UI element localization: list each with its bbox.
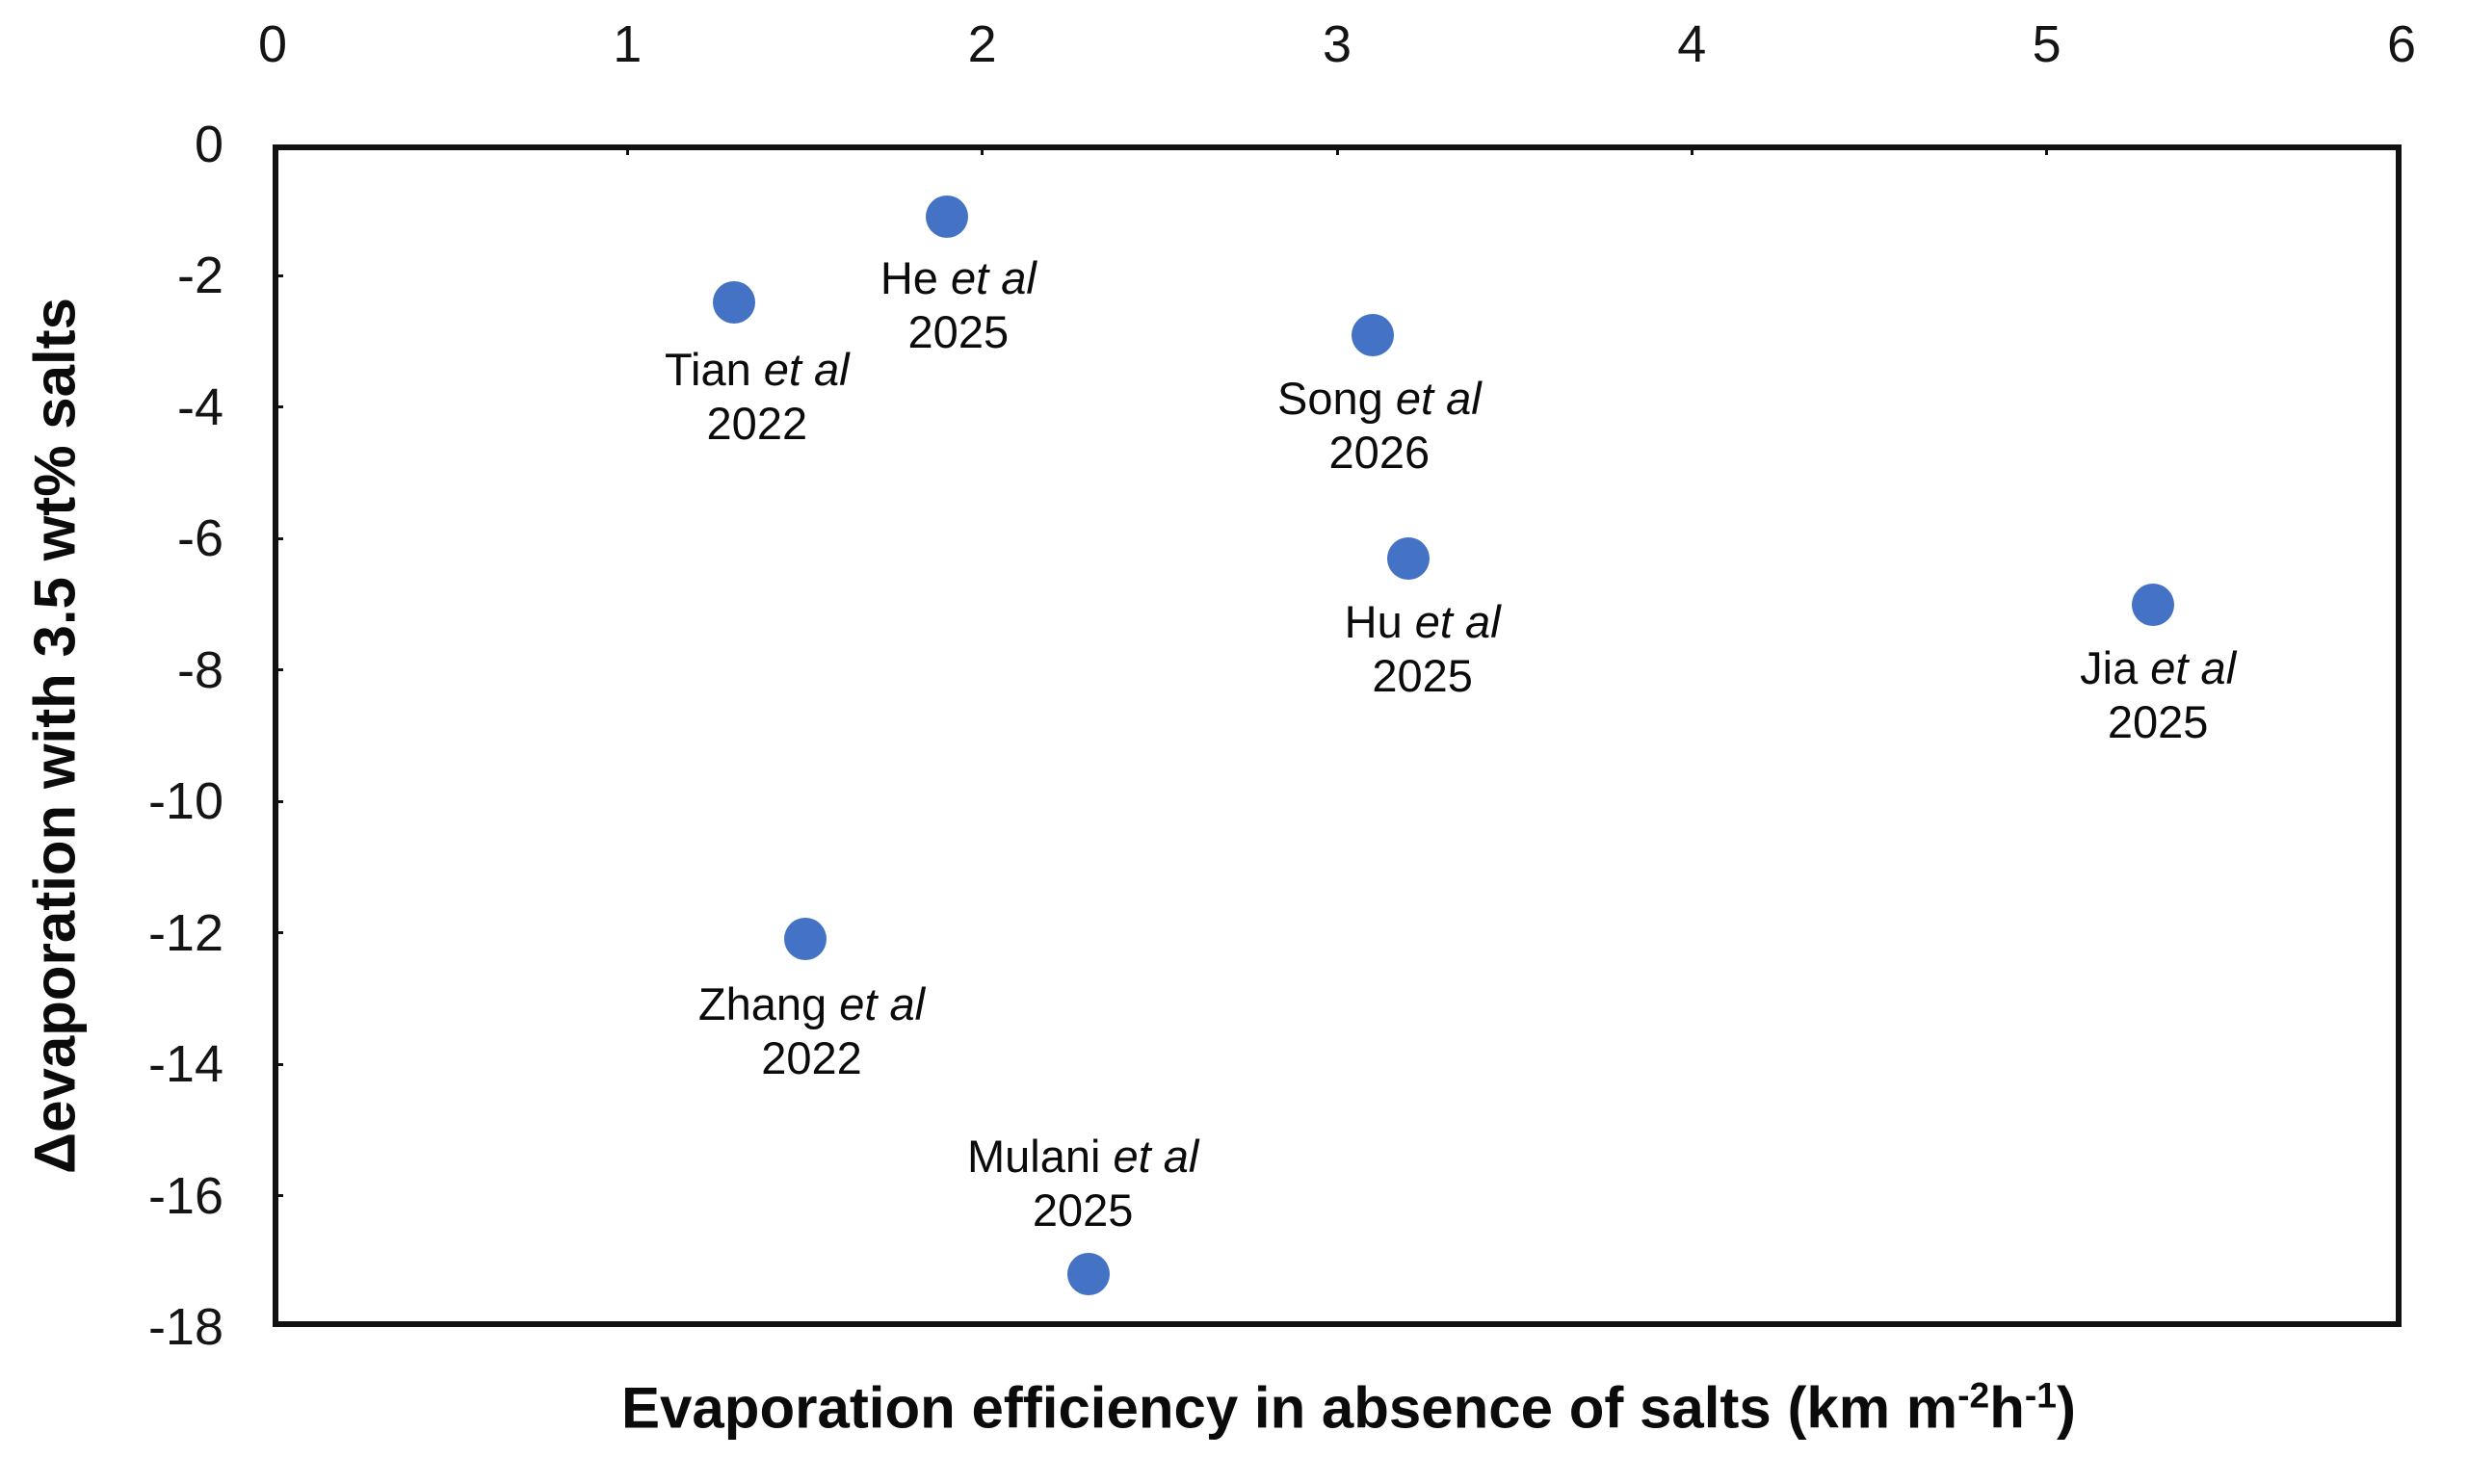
x-tick-mark (981, 144, 985, 155)
point-label-hu: Hu et al 2025 (1115, 595, 1731, 703)
x-axis-title-h: h (1989, 1375, 2025, 1441)
point-label-author: Tian et al (449, 343, 1065, 397)
x-tick-label: 5 (2032, 15, 2061, 73)
data-point-he (925, 195, 968, 239)
point-label-etal: et al (1113, 1131, 1199, 1183)
y-tick-label: -14 (147, 1035, 223, 1094)
point-label-name: Hu (1344, 595, 1415, 647)
point-label-author: Jia et al (1850, 641, 2466, 695)
point-label-author: Mulani et al (775, 1130, 1391, 1184)
y-tick-label: -18 (147, 1298, 223, 1356)
point-label-name: Jia (2080, 641, 2151, 693)
point-label-year: 2025 (2107, 695, 2209, 747)
y-tick-mark (273, 668, 283, 672)
y-tick-label: -8 (176, 640, 223, 699)
point-label-mulani: Mulani et al 2025 (775, 1130, 1391, 1237)
x-tick-label: 3 (1322, 15, 1352, 73)
y-tick-label: 0 (194, 116, 223, 173)
point-label-year: 2025 (907, 306, 1010, 358)
point-label-year: 2025 (1372, 649, 1473, 701)
data-point-song (1351, 313, 1394, 356)
point-label-etal: et al (763, 343, 850, 395)
point-label-jia: Jia et al 2025 (1850, 641, 2466, 749)
point-label-zhang: Zhang et al 2022 (504, 977, 1120, 1085)
point-label-author: Song et al (1071, 372, 1688, 426)
point-label-year: 2026 (1328, 426, 1431, 478)
data-point-hu (1386, 536, 1430, 580)
x-tick-mark (1690, 144, 1693, 155)
point-label-name: Mulani (966, 1131, 1114, 1183)
y-tick-mark (273, 273, 283, 277)
x-tick-label: 1 (613, 15, 643, 73)
point-label-author: Hu et al (1115, 595, 1731, 649)
x-axis-title-text: Evaporation efficiency in absence of sal… (621, 1375, 1958, 1441)
data-point-zhang (783, 918, 827, 961)
point-label-he: He et al 2025 (650, 251, 1267, 359)
point-label-tian: Tian et al 2022 (449, 343, 1065, 451)
x-tick-label: 0 (257, 15, 288, 73)
point-label-name: Tian (665, 343, 764, 395)
point-label-etal: et al (1395, 372, 1482, 424)
y-tick-label: -4 (176, 378, 223, 436)
y-tick-label: -6 (176, 509, 223, 568)
y-tick-mark (273, 1062, 283, 1066)
y-tick-label: -16 (147, 1166, 223, 1225)
x-axis-title: Evaporation efficiency in absence of sal… (621, 1375, 2076, 1442)
y-tick-mark (273, 405, 283, 409)
x-tick-mark (1335, 144, 1339, 155)
y-tick-mark (273, 931, 283, 935)
y-tick-mark (273, 536, 283, 540)
point-label-song: Song et al 2026 (1071, 372, 1688, 480)
point-label-author: Zhang et al (504, 977, 1120, 1031)
point-label-name: He (880, 252, 951, 304)
point-label-etal: et al (950, 252, 1037, 304)
y-tick-mark (273, 1194, 283, 1198)
y-tick-label: -10 (147, 772, 223, 831)
point-label-etal: et al (839, 978, 926, 1030)
y-tick-mark (273, 799, 283, 803)
point-label-year: 2022 (761, 1032, 862, 1084)
x-tick-label: 2 (967, 15, 997, 73)
x-tick-label: 4 (1677, 15, 1707, 73)
x-tick-mark (2045, 144, 2049, 155)
point-label-year: 2025 (1032, 1185, 1134, 1237)
x-tick-mark (625, 144, 629, 155)
plot-area (273, 144, 2402, 1327)
point-label-year: 2022 (706, 397, 808, 449)
data-point-jia (2132, 583, 2175, 626)
x-axis-title-sup-2: -2 (1957, 1374, 1990, 1416)
data-point-tian (712, 280, 755, 324)
data-point-mulani (1067, 1253, 1111, 1296)
point-label-author: He et al (650, 251, 1267, 305)
x-axis-title-sup-1: -1 (2024, 1374, 2057, 1416)
point-label-etal: et al (1414, 595, 1501, 647)
y-tick-label: -12 (147, 903, 223, 962)
y-tick-label: -2 (176, 247, 223, 305)
x-tick-label: 6 (2386, 15, 2417, 73)
point-label-etal: et al (2150, 641, 2237, 693)
point-label-name: Song (1276, 372, 1396, 424)
point-label-name: Zhang (697, 978, 840, 1030)
x-axis-title-close: ) (2056, 1375, 2076, 1441)
